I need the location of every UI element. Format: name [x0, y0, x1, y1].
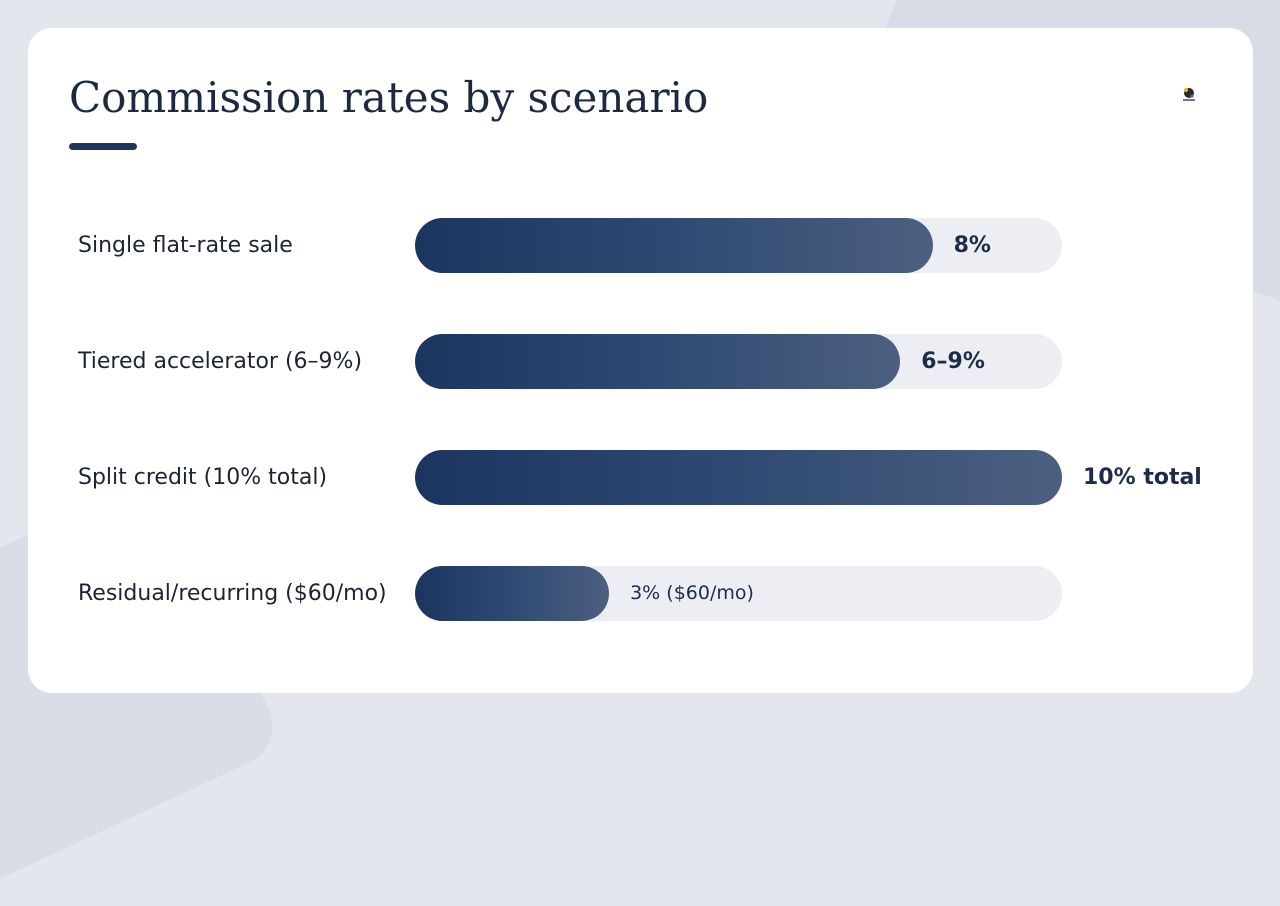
bar-track — [415, 334, 1062, 389]
value-label: 10% total — [1083, 465, 1202, 490]
value-label: 6–9% — [921, 349, 985, 374]
category-label: Single flat-rate sale — [78, 232, 293, 258]
bar-track — [415, 566, 1062, 621]
category-label: Split credit (10% total) — [78, 464, 328, 490]
bar-track — [415, 450, 1062, 505]
slide-card: Commission rates by scenario Single flat… — [28, 28, 1253, 693]
bar — [415, 450, 1062, 505]
bar — [415, 334, 901, 389]
brand-logo-icon — [1183, 88, 1195, 101]
commission-bar-chart: Single flat-rate sale 8% Tiered accelerato… — [28, 28, 1253, 693]
slide-title: Commission rates by scenario — [69, 73, 709, 122]
category-label: Residual/recurring ($60/mo) — [78, 580, 387, 606]
bar — [415, 218, 933, 273]
title-underline — [69, 143, 137, 150]
value-label: 3% ($60/mo) — [630, 582, 754, 604]
value-label: 8% — [953, 233, 991, 258]
bar-track — [415, 218, 1062, 273]
bar — [415, 566, 610, 621]
category-label: Tiered accelerator (6–9%) — [78, 348, 363, 374]
